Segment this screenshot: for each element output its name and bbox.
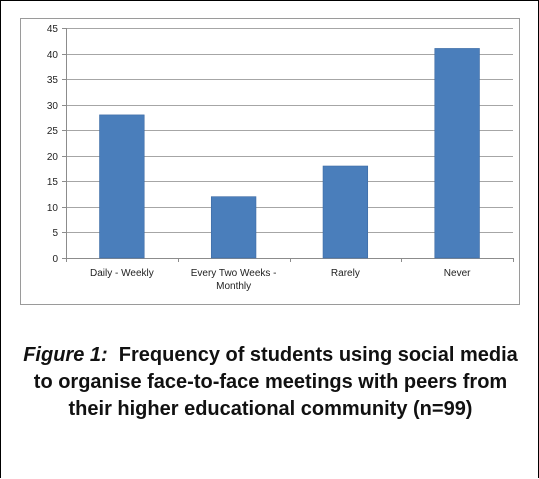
x-tick-label: Never bbox=[444, 268, 471, 279]
bar bbox=[434, 48, 480, 259]
bar-chart: 0 5 10 15 20 25 30 35 40 45 Daily - Weekly Every Tw… bbox=[20, 18, 520, 305]
bar bbox=[99, 114, 145, 259]
y-tick-label: 0 bbox=[52, 254, 58, 265]
figure-label: Figure 1: bbox=[23, 344, 108, 366]
x-tick-label: Every Two Weeks -Monthly bbox=[191, 268, 277, 292]
x-tick-label: Daily - Weekly bbox=[90, 268, 154, 279]
y-tick-label: 45 bbox=[47, 24, 59, 35]
bar bbox=[210, 196, 257, 259]
chart-canvas: 0 5 10 15 20 25 30 35 40 45 Daily - Weekly Every Tw… bbox=[47, 24, 514, 292]
figure-caption: Figure 1: Frequency of students using so… bbox=[21, 342, 520, 423]
y-tick-label: 25 bbox=[47, 126, 59, 137]
bar bbox=[322, 165, 369, 259]
y-tick-label: 20 bbox=[47, 152, 59, 163]
y-tick-label: 30 bbox=[47, 101, 59, 112]
y-tick-label: 15 bbox=[47, 177, 59, 188]
x-tick-label: Rarely bbox=[331, 268, 360, 279]
y-tick-label: 35 bbox=[47, 75, 59, 86]
y-tick-label: 40 bbox=[47, 50, 59, 61]
y-tick-label: 5 bbox=[52, 228, 58, 239]
figure-caption-text: Frequency of students using social media… bbox=[33, 344, 518, 420]
y-tick-label: 10 bbox=[47, 203, 59, 214]
